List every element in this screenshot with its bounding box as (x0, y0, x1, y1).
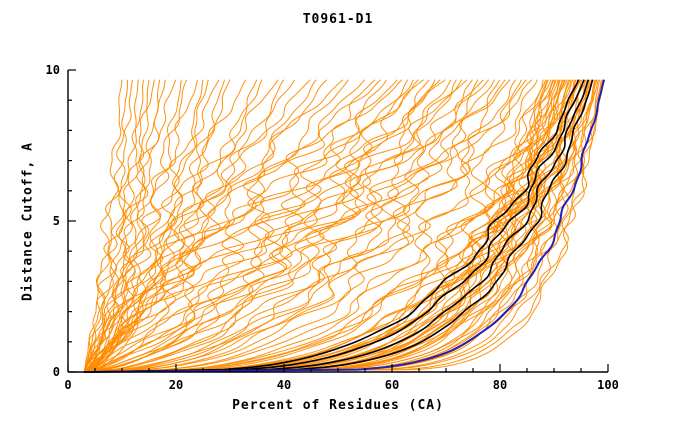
x-tick-label: 40 (277, 378, 291, 392)
x-tick-label: 0 (64, 378, 71, 392)
x-tick-label: 100 (597, 378, 619, 392)
x-axis-label: Percent of Residues (CA) (232, 398, 444, 413)
axes (67, 69, 609, 373)
tick-labels: 0 20 40 60 80 100 0 5 10 (46, 63, 619, 392)
highlight-curves-black (84, 79, 594, 373)
x-tick-label: 80 (493, 378, 507, 392)
x-tick-label: 60 (385, 378, 399, 392)
x-tick-label: 20 (169, 378, 183, 392)
model-curves-orange (83, 79, 605, 373)
y-axis-label: Distance Cutoff, A (20, 142, 36, 301)
best-curve-blue (84, 79, 606, 373)
y-tick-label: 0 (53, 365, 60, 379)
y-tick-label: 5 (53, 214, 60, 228)
chart-title: T0961-D1 (302, 12, 374, 27)
y-tick-label: 10 (46, 63, 60, 77)
